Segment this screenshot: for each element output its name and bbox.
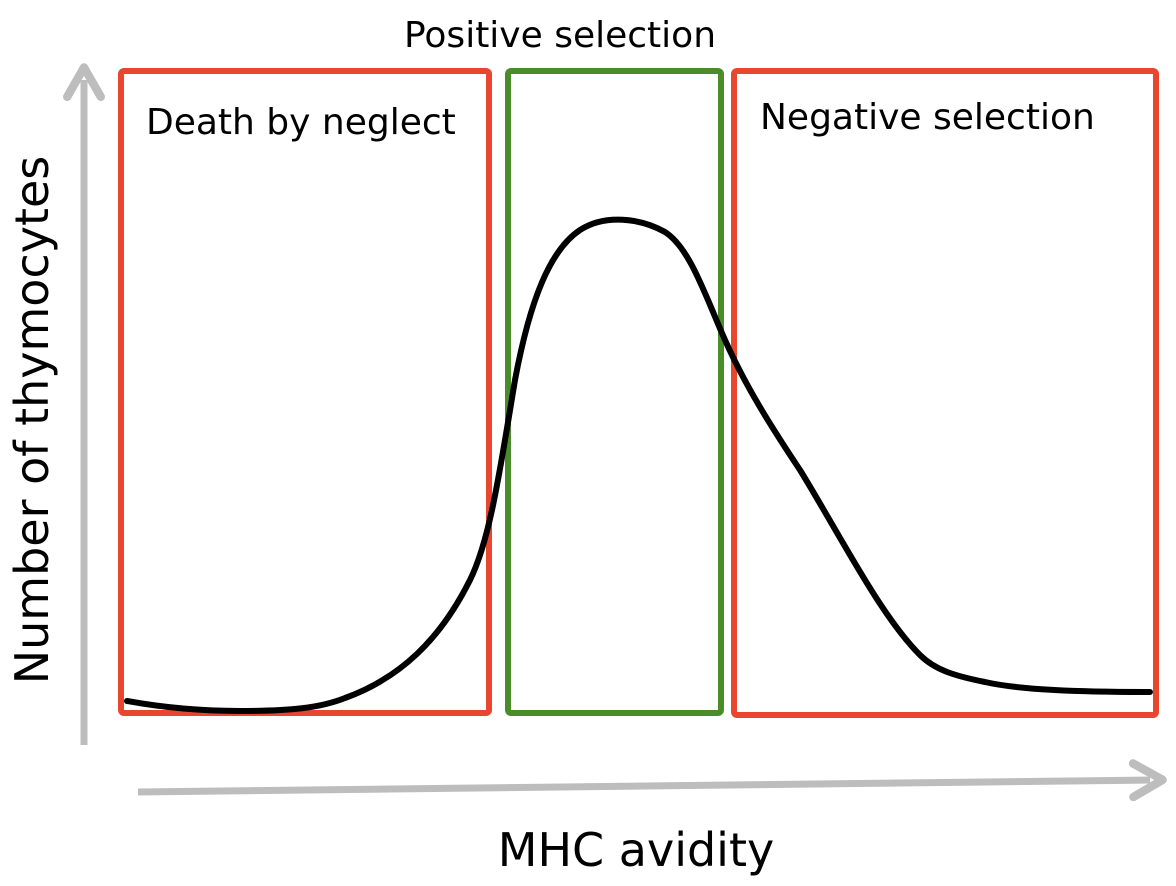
death-by-neglect-label: Death by neglect — [146, 102, 456, 143]
thymocyte-distribution-curve — [124, 216, 1153, 714]
y-axis-label: Number of thymocytes — [5, 156, 59, 685]
negative-selection-box — [731, 68, 1159, 718]
x-axis-label: MHC avidity — [498, 823, 774, 877]
positive-selection-label: Positive selection — [404, 15, 716, 56]
positive-selection-box — [505, 68, 724, 716]
x-axis-arrow — [137, 759, 1167, 802]
death-by-neglect-box — [118, 68, 492, 716]
negative-selection-label: Negative selection — [760, 97, 1095, 138]
